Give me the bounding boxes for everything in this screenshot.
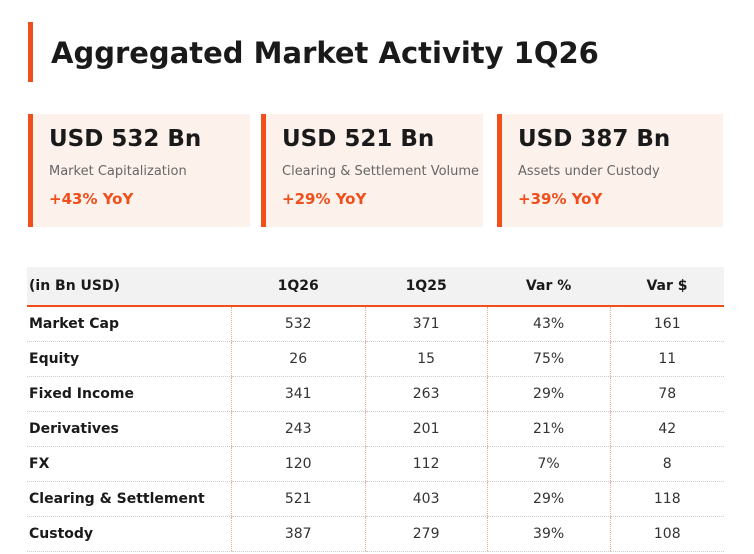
cell: 120 (230, 446, 366, 482)
cell: 75% (486, 341, 611, 377)
cell: 118 (609, 481, 724, 517)
table-row: FX 120 112 7% 8 (27, 446, 724, 482)
column-header: Var $ (610, 267, 724, 307)
kpi-card: USD 521 Bn Clearing & Settlement Volume +2… (261, 114, 483, 227)
kpi-value: USD 532 Bn (49, 126, 202, 152)
cell: 341 (230, 376, 366, 412)
cell: 387 (230, 516, 366, 552)
table-body: Market Cap 532 371 43% 161 Equity 26 15 75% 11 Fix… (27, 306, 724, 552)
table-row: Market Cap 532 371 43% 161 (27, 306, 724, 342)
row-label: FX (27, 446, 232, 482)
row-label: Equity (27, 341, 232, 377)
cell: 201 (364, 411, 488, 447)
table-row: Equity 26 15 75% 11 (27, 341, 724, 377)
cell: 39% (486, 516, 611, 552)
cell: 15 (364, 341, 488, 377)
kpi-card: USD 387 Bn Assets under Custody +39% YoY (497, 114, 723, 227)
header-row: (in Bn USD) 1Q26 1Q25 Var % Var $ (27, 267, 724, 307)
cell: 243 (230, 411, 366, 447)
kpi-label: Market Capitalization (49, 164, 187, 179)
cell: 263 (364, 376, 488, 412)
table-row: Custody 387 279 39% 108 (27, 516, 724, 552)
kpi-value: USD 387 Bn (518, 126, 671, 152)
cell: 521 (230, 481, 366, 517)
table-row: Clearing & Settlement 521 403 29% 118 (27, 481, 724, 517)
cell: 43% (486, 306, 611, 342)
row-label: Custody (27, 516, 232, 552)
cell: 8 (609, 446, 724, 482)
cell: 21% (486, 411, 611, 447)
cell: 112 (364, 446, 488, 482)
cell: 29% (486, 481, 611, 517)
kpi-change: +29% YoY (282, 190, 367, 208)
row-label: Derivatives (27, 411, 232, 447)
kpi-change: +43% YoY (49, 190, 134, 208)
table-row: Derivatives 243 201 21% 42 (27, 411, 724, 447)
cell: 42 (609, 411, 724, 447)
cell: 279 (364, 516, 488, 552)
kpi-change: +39% YoY (518, 190, 603, 208)
cell: 108 (609, 516, 724, 552)
cell: 532 (230, 306, 366, 342)
column-header: 1Q26 (231, 267, 366, 307)
data-table: (in Bn USD) 1Q26 1Q25 Var % Var $ Market Cap 5… (27, 267, 724, 552)
kpi-label: Clearing & Settlement Volume (282, 164, 480, 179)
column-header: 1Q25 (365, 267, 488, 307)
cell: 161 (609, 306, 724, 342)
column-header: Var % (487, 267, 611, 307)
column-header: (in Bn USD) (27, 267, 232, 307)
row-label: Market Cap (27, 306, 232, 342)
row-label: Fixed Income (27, 376, 232, 412)
cell: 7% (486, 446, 611, 482)
page-title: Aggregated Market Activity 1Q26 (28, 22, 599, 82)
cell: 78 (609, 376, 724, 412)
table-row: Fixed Income 341 263 29% 78 (27, 376, 724, 412)
row-label: Clearing & Settlement (27, 481, 232, 517)
kpi-value: USD 521 Bn (282, 126, 435, 152)
cell: 403 (364, 481, 488, 517)
kpi-card: USD 532 Bn Market Capitalization +43% YoY (28, 114, 250, 227)
cell: 11 (609, 341, 724, 377)
cell: 26 (230, 341, 366, 377)
cell: 29% (486, 376, 611, 412)
kpi-label: Assets under Custody (518, 164, 660, 179)
cell: 371 (364, 306, 488, 342)
